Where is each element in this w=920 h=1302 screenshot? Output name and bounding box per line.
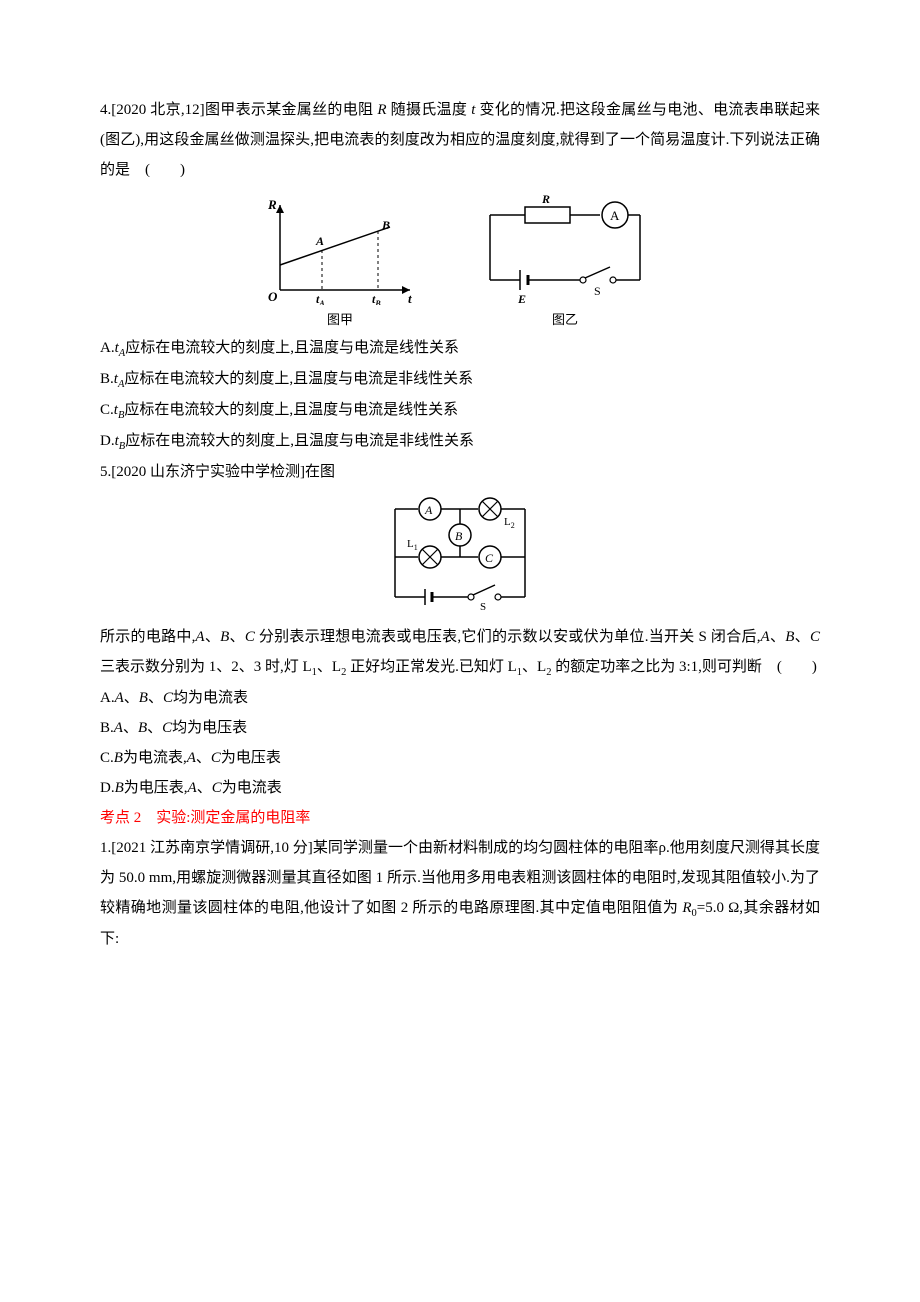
q5-L1: L1 bbox=[407, 538, 418, 552]
q5-ba: 所示的电路中, bbox=[100, 629, 195, 645]
q5-stem: 5.[2020 山东济宁实验中学检测]在图 bbox=[100, 457, 820, 487]
q5-B: B bbox=[455, 529, 463, 543]
q5-be: 正好均正常发光.已知灯 L bbox=[346, 659, 516, 675]
q4-stem-a: 4.[2020 北京,12]图甲表示某金属丝的电阻 bbox=[100, 102, 377, 118]
q5-C: C bbox=[485, 551, 494, 565]
circuit-S: S bbox=[594, 284, 601, 298]
q4a-pre: A. bbox=[100, 340, 115, 356]
q4-stem: 4.[2020 北京,12]图甲表示某金属丝的电阻 R 随摄氏温度 t 变化的情… bbox=[100, 95, 820, 185]
q5a-A: A bbox=[115, 690, 124, 706]
q5-opt-c: C.B为电流表,A、C为电压表 bbox=[100, 743, 820, 773]
q4-graph: R t O A B tA tB bbox=[260, 195, 420, 305]
q5b-s1: 、 bbox=[123, 720, 138, 736]
axis-t: t bbox=[408, 291, 412, 305]
q4b-post: 应标在电流较大的刻度上,且温度与电流是非线性关系 bbox=[124, 371, 473, 387]
q5b-pre: B. bbox=[100, 720, 114, 736]
q5c-C: C bbox=[211, 750, 221, 766]
q4-circuit: R A E S bbox=[470, 195, 660, 305]
q5-bg: 的额定功率之比为 3:1,则可判断 ( ) bbox=[551, 659, 816, 675]
q5b-post: 均为电压表 bbox=[172, 720, 247, 736]
q5-Bi2: B bbox=[785, 629, 794, 645]
pt-B: B bbox=[381, 218, 390, 232]
page: 4.[2020 北京,12]图甲表示某金属丝的电阻 R 随摄氏温度 t 变化的情… bbox=[0, 0, 920, 1302]
q4-fig1-caption: 图甲 bbox=[327, 307, 353, 333]
q4-fig-left: R t O A B tA tB 图甲 bbox=[260, 195, 420, 333]
q5b-s2: 、 bbox=[147, 720, 162, 736]
q4-fig2-caption: 图乙 bbox=[552, 307, 578, 333]
kp2-title: 考点 2 实验:测定金属的电阻率 bbox=[100, 803, 820, 833]
tick-tB: tB bbox=[372, 292, 381, 305]
q5-S: S bbox=[480, 601, 486, 612]
q5-A: A bbox=[424, 503, 433, 517]
q4d-pre: D. bbox=[100, 433, 115, 449]
q5d-A: A bbox=[188, 780, 197, 796]
q4-opt-d: D.tB应标在电流较大的刻度上,且温度与电流是非线性关系 bbox=[100, 426, 820, 457]
q5-s2: 、 bbox=[229, 629, 245, 645]
q5a-s2: 、 bbox=[148, 690, 163, 706]
circuit-A: A bbox=[610, 208, 620, 223]
q5-bb: 分别表示理想电流表或电压表,它们的示数以安或伏为单位.当开关 S 闭合后, bbox=[259, 629, 761, 645]
q5-bd: 、L bbox=[317, 659, 341, 675]
q5c-pre: C. bbox=[100, 750, 114, 766]
q5-body: 所示的电路中,A、B、C 分别表示理想电流表或电压表,它们的示数以安或伏为单位.… bbox=[100, 622, 820, 683]
q4a-post: 应标在电流较大的刻度上,且温度与电流是线性关系 bbox=[125, 340, 459, 356]
q4d-post: 应标在电流较大的刻度上,且温度与电流是非线性关系 bbox=[125, 433, 474, 449]
q5-L2: L2 bbox=[504, 516, 515, 530]
q5d-B: B bbox=[115, 780, 124, 796]
q4-figures: R t O A B tA tB 图甲 R A bbox=[100, 195, 820, 333]
q4-fig-right: R A E S 图乙 bbox=[470, 195, 660, 333]
q4-R: R bbox=[377, 102, 386, 118]
pt-A: A bbox=[315, 234, 324, 248]
q5c-mid: 为电流表, bbox=[123, 750, 187, 766]
q5-Ai: A bbox=[195, 629, 204, 645]
q5a-C: C bbox=[163, 690, 173, 706]
q5a-B: B bbox=[139, 690, 148, 706]
q5-circuit: A L2 B L1 C bbox=[380, 497, 540, 612]
q5c-B: B bbox=[114, 750, 123, 766]
q5-opt-a: A.A、B、C均为电流表 bbox=[100, 683, 820, 713]
q5b-B: B bbox=[138, 720, 147, 736]
q5-Ci2: C bbox=[810, 629, 820, 645]
origin-O: O bbox=[268, 289, 278, 304]
q4-stem-b: 随摄氏温度 bbox=[387, 102, 472, 118]
q5b-A: A bbox=[114, 720, 123, 736]
q5a-s1: 、 bbox=[124, 690, 139, 706]
q5c-post: 为电压表 bbox=[221, 750, 281, 766]
q5-s3: 、 bbox=[770, 629, 786, 645]
q5c-A: A bbox=[187, 750, 196, 766]
circuit-R: R bbox=[541, 195, 550, 206]
q5a-pre: A. bbox=[100, 690, 115, 706]
q5-bf: 、L bbox=[522, 659, 546, 675]
q5-bc: 三表示数分别为 1、2、3 时,灯 L bbox=[100, 659, 312, 675]
q4c-pre: C. bbox=[100, 402, 114, 418]
q4-opt-b: B.tA应标在电流较大的刻度上,且温度与电流是非线性关系 bbox=[100, 364, 820, 395]
q4c-post: 应标在电流较大的刻度上,且温度与电流是线性关系 bbox=[124, 402, 458, 418]
q5-opt-b: B.A、B、C均为电压表 bbox=[100, 713, 820, 743]
q5-s4: 、 bbox=[794, 629, 810, 645]
q5b-C: C bbox=[162, 720, 172, 736]
tick-tA: tA bbox=[316, 292, 325, 305]
q5-Ai2: A bbox=[761, 629, 770, 645]
q5-Ci: C bbox=[245, 629, 255, 645]
q4-opt-c: C.tB应标在电流较大的刻度上,且温度与电流是线性关系 bbox=[100, 395, 820, 426]
q5a-post: 均为电流表 bbox=[173, 690, 248, 706]
q5c-s: 、 bbox=[196, 750, 211, 766]
q4-opt-a: A.tA应标在电流较大的刻度上,且温度与电流是线性关系 bbox=[100, 333, 820, 364]
q5-opt-d: D.B为电压表,A、C为电流表 bbox=[100, 773, 820, 803]
q5d-mid: 为电压表, bbox=[124, 780, 188, 796]
q5d-C: C bbox=[212, 780, 222, 796]
q1-stem: 1.[2021 江苏南京学情调研,10 分]某同学测量一个由新材料制成的均匀圆柱… bbox=[100, 833, 820, 954]
q4b-pre: B. bbox=[100, 371, 114, 387]
q5d-pre: D. bbox=[100, 780, 115, 796]
q1-R0: R bbox=[682, 900, 691, 916]
q5-s1: 、 bbox=[205, 629, 221, 645]
q5d-s: 、 bbox=[197, 780, 212, 796]
circuit-E: E bbox=[517, 292, 526, 305]
q5d-post: 为电流表 bbox=[222, 780, 282, 796]
axis-R: R bbox=[267, 197, 277, 212]
q5-figure: A L2 B L1 C bbox=[100, 497, 820, 612]
q5-Bi: B bbox=[220, 629, 229, 645]
